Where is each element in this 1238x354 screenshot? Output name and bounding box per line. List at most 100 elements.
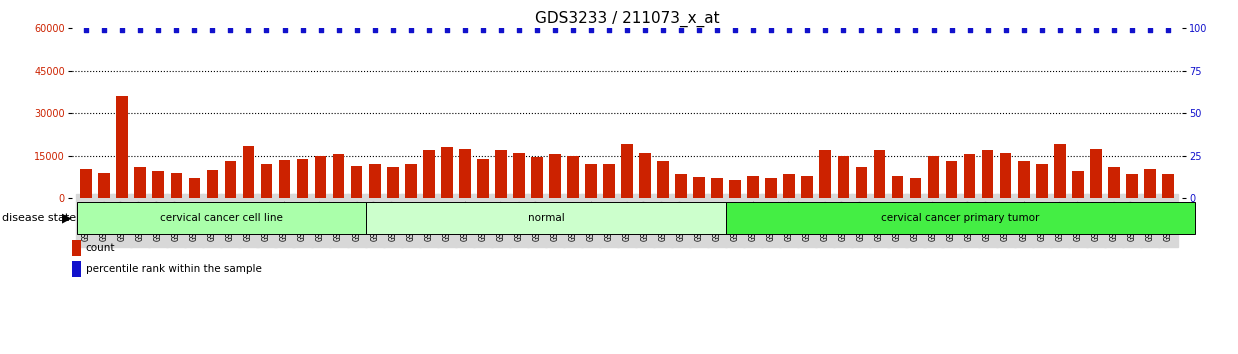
Bar [386,167,399,198]
Point [869,27,889,33]
Bar [1036,164,1047,198]
Bar [639,153,651,198]
Title: GDS3233 / 211073_x_at: GDS3233 / 211073_x_at [535,11,719,27]
Point [437,27,457,33]
Point [256,27,276,33]
Point [329,27,349,33]
Point [563,27,583,33]
Point [888,27,907,33]
Bar [423,150,435,198]
Point [671,27,691,33]
Point [1104,27,1124,33]
Point [383,27,402,33]
Bar [243,146,254,198]
Point [816,27,836,33]
Point [77,27,97,33]
Point [454,27,474,33]
Bar [513,153,525,198]
Point [1014,27,1034,33]
Bar [207,170,218,198]
Point [995,27,1015,33]
Text: normal: normal [527,213,565,223]
Bar [1089,149,1102,198]
Bar [603,164,615,198]
Bar [369,164,380,198]
Bar [314,156,327,198]
Point [491,27,511,33]
Text: count: count [85,243,115,253]
Point [149,27,168,33]
Bar [1125,174,1138,198]
Bar [946,161,957,198]
Bar [279,160,291,198]
Text: percentile rank within the sample: percentile rank within the sample [85,264,261,274]
Point [852,27,872,33]
Bar [77,202,365,234]
Bar [910,178,921,198]
Point [690,27,709,33]
Bar [80,169,92,198]
Point [1068,27,1088,33]
Bar [963,154,976,198]
Point [725,27,745,33]
Bar [729,180,742,198]
Bar [855,167,868,198]
Bar [657,161,669,198]
Point [418,27,438,33]
Bar [927,156,940,198]
Text: cervical cancer primary tumor: cervical cancer primary tumor [881,213,1040,223]
Bar [748,176,759,198]
Point [1031,27,1051,33]
Bar [72,240,82,256]
Point [347,27,366,33]
Point [239,27,259,33]
Point [978,27,998,33]
Point [581,27,600,33]
Bar [874,150,885,198]
Bar [891,176,904,198]
Point [654,27,673,33]
Bar [333,154,344,198]
Point [166,27,186,33]
Bar [765,178,777,198]
Bar [621,144,633,198]
Point [959,27,979,33]
Point [743,27,763,33]
Text: ▶: ▶ [62,211,72,224]
Bar [1162,174,1174,198]
Point [635,27,655,33]
Point [401,27,421,33]
Bar [1018,161,1030,198]
Bar [820,150,831,198]
Bar [1072,171,1083,198]
Point [833,27,853,33]
Bar [116,96,129,198]
Point [1122,27,1141,33]
Point [509,27,529,33]
Bar [495,150,506,198]
Bar [135,167,146,198]
Text: disease state: disease state [2,213,77,223]
Bar [567,156,579,198]
Bar [675,174,687,198]
Bar [712,178,723,198]
Point [94,27,114,33]
Point [545,27,565,33]
Point [365,27,385,33]
Point [292,27,312,33]
Bar [188,178,201,198]
Point [203,27,223,33]
Point [113,27,132,33]
Point [618,27,638,33]
Bar [550,154,561,198]
Point [780,27,800,33]
Bar [224,161,236,198]
Bar [1144,169,1156,198]
Bar [784,174,795,198]
Point [797,27,817,33]
Point [924,27,943,33]
Bar [350,166,363,198]
Bar [982,150,993,198]
Bar [441,147,453,198]
Bar [801,176,813,198]
